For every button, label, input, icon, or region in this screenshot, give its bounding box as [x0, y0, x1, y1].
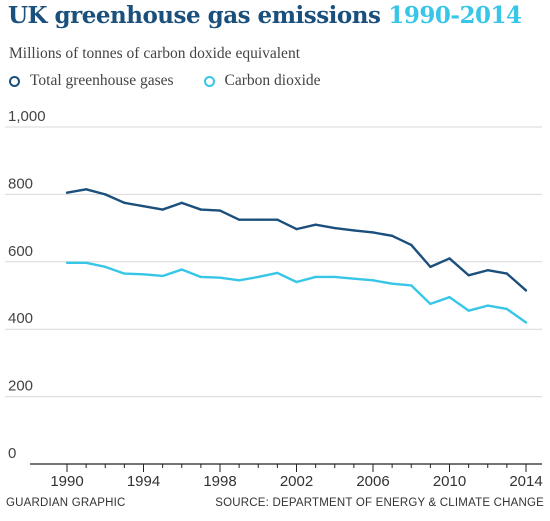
point-total-2013	[505, 272, 509, 275]
point-total-2003	[314, 223, 317, 226]
y-tick-label-600: 600	[8, 243, 33, 260]
point-co2-2003	[314, 275, 317, 279]
x-tick-label-2010: 2010	[433, 473, 466, 490]
point-co2-2010	[448, 295, 451, 299]
point-total-2002	[295, 227, 298, 231]
point-total-2012	[486, 269, 489, 272]
footer-source: SOURCE: DEPARTMENT OF ENERGY & CLIMATE C…	[215, 497, 544, 509]
point-co2-2007	[390, 282, 394, 285]
legend-item-co2: Carbon dioxide	[203, 72, 321, 90]
series-line-total	[66, 188, 527, 292]
point-total-1999	[237, 218, 241, 221]
point-co2-2001	[276, 271, 279, 275]
point-total-1990	[65, 191, 69, 194]
series-lines	[65, 188, 528, 324]
chart-title: UK greenhouse gas emissions 1990-2014	[8, 2, 522, 29]
x-tick-label-2014: 2014	[509, 473, 542, 490]
x-axis: 1990 1994 1998 2002 2006 2010 2014	[30, 463, 543, 490]
x-tick-label-1994: 1994	[127, 473, 160, 490]
point-total-2001	[276, 218, 279, 221]
point-total-2010	[448, 257, 451, 260]
series-line-co2	[67, 261, 527, 324]
point-total-1994	[142, 204, 145, 208]
point-total-1995	[161, 208, 164, 211]
title-main: UK greenhouse gas emissions	[8, 2, 381, 29]
x-tick-label-2006: 2006	[356, 473, 389, 490]
point-total-2005	[352, 229, 356, 232]
point-co2-2008	[410, 284, 413, 287]
point-co2-1997	[199, 275, 203, 279]
y-tick-label-800: 800	[8, 175, 33, 192]
point-co2-1995	[161, 274, 164, 278]
point-co2-2011	[467, 309, 470, 312]
x-tick-label-1998: 1998	[203, 473, 236, 490]
point-co2-2004	[333, 275, 336, 279]
legend-swatch-co2	[203, 75, 215, 87]
point-co2-2002	[295, 280, 298, 284]
point-co2-2012	[486, 304, 489, 307]
point-co2-1996	[180, 268, 183, 271]
chart-subtitle: Millions of tonnes of carbon doxide equi…	[9, 45, 300, 62]
y-tick-labels: 0 200 400 600 800 1,000	[8, 108, 46, 462]
point-total-1993	[123, 201, 126, 205]
point-total-2007	[390, 234, 394, 238]
y-tick-label-400: 400	[8, 310, 33, 327]
point-total-2008	[410, 243, 413, 247]
point-co2-2000	[257, 275, 260, 279]
y-tick-label-200: 200	[8, 378, 33, 395]
point-total-1997	[199, 208, 203, 211]
point-total-2004	[333, 226, 336, 230]
y-tick-label-0: 0	[8, 445, 16, 462]
point-co2-1992	[104, 265, 107, 269]
point-total-2014	[524, 289, 528, 292]
point-total-2011	[467, 274, 470, 277]
point-co2-1994	[142, 273, 145, 276]
x-tick-label-2002: 2002	[280, 473, 313, 490]
point-total-1998	[218, 209, 222, 212]
point-co2-1990	[65, 261, 69, 265]
point-co2-2013	[505, 307, 509, 311]
point-co2-2005	[352, 277, 356, 280]
point-co2-2009	[429, 302, 432, 306]
point-total-2006	[371, 231, 375, 234]
point-co2-1993	[123, 272, 126, 275]
point-total-1992	[104, 193, 107, 196]
point-co2-1991	[84, 261, 88, 265]
legend-label-total: Total greenhouse gases	[30, 72, 174, 89]
x-tick-label-1990: 1990	[50, 473, 83, 490]
point-total-1991	[84, 188, 88, 191]
point-co2-2014	[524, 321, 528, 324]
footer-credit: GUARDIAN GRAPHIC	[6, 497, 126, 509]
point-co2-1998	[218, 276, 222, 279]
point-total-1996	[180, 201, 183, 205]
y-tick-label-1000: 1,000	[8, 108, 46, 125]
legend-swatch-total	[9, 75, 20, 87]
point-total-2009	[429, 265, 432, 269]
legend: Total greenhouse gases Carbon dioxide	[9, 72, 351, 90]
point-total-2000	[257, 218, 260, 221]
point-co2-1999	[237, 279, 241, 282]
legend-item-total: Total greenhouse gases	[9, 72, 174, 90]
title-range: 1990-2014	[388, 2, 522, 29]
legend-label-co2: Carbon dioxide	[224, 72, 321, 89]
point-co2-2006	[371, 279, 375, 282]
